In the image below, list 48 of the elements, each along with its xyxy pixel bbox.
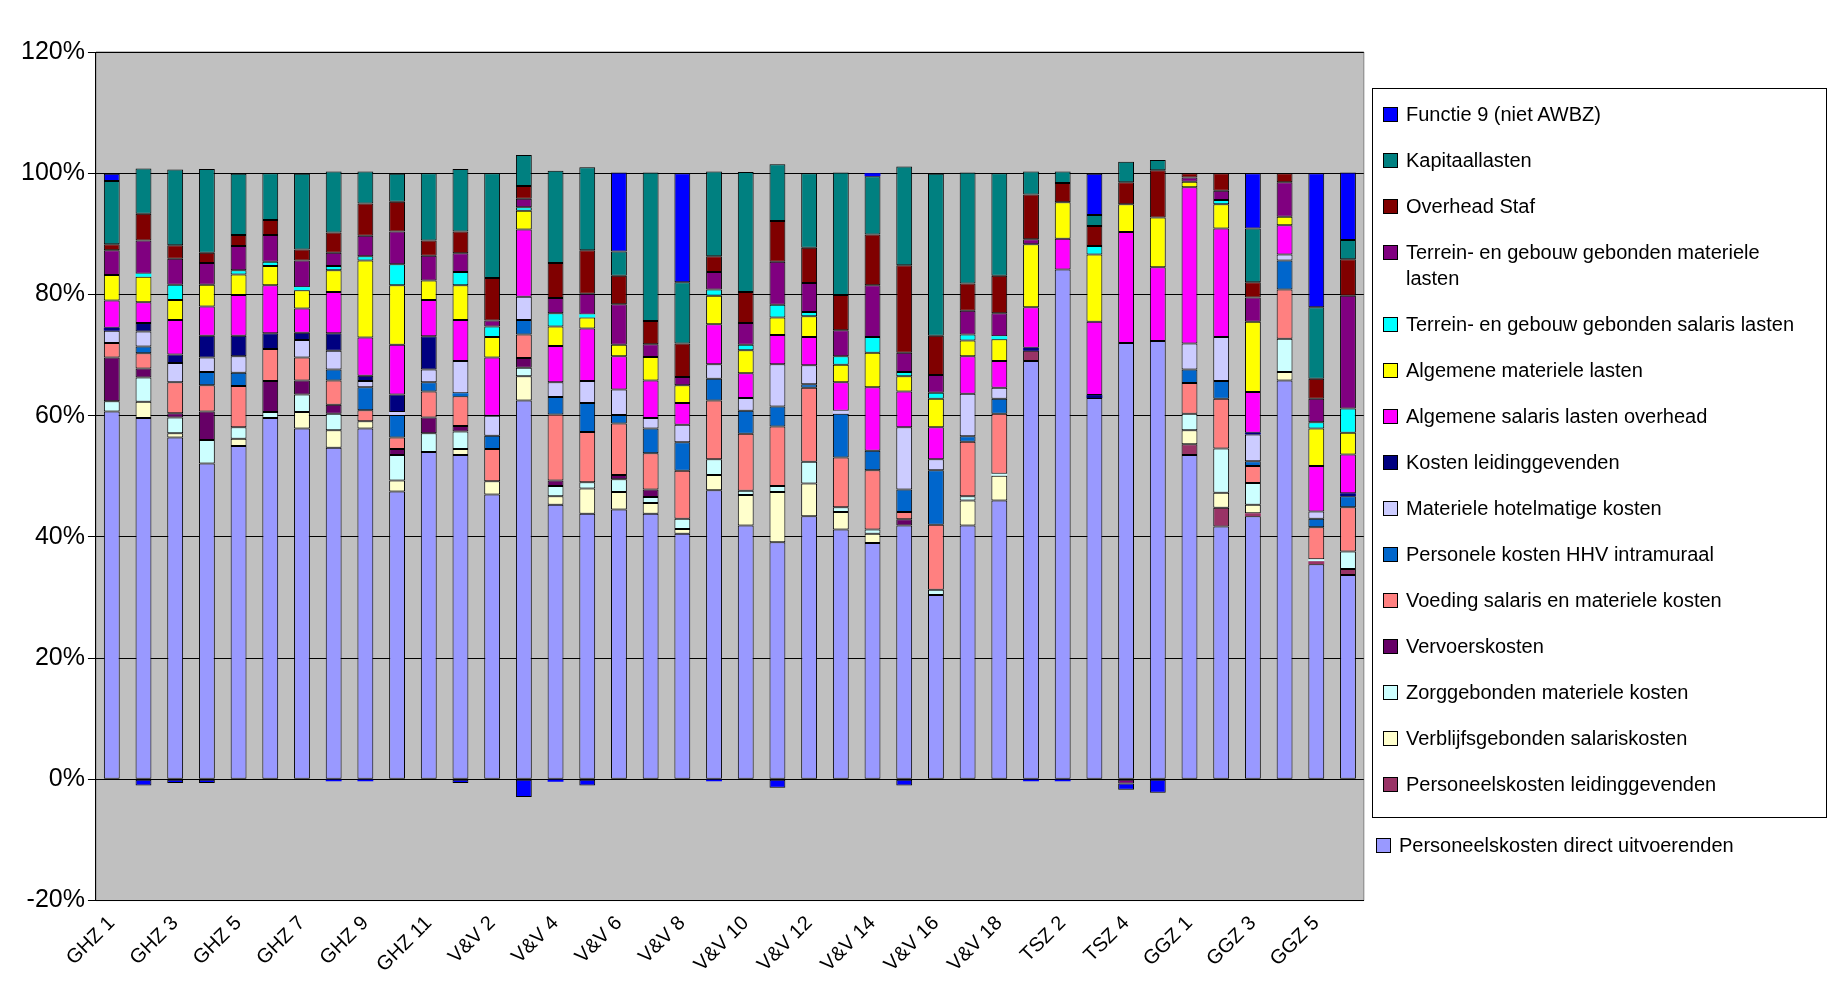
- y-tick-label: 40%: [34, 520, 85, 549]
- legend-label: Algemene salaris lasten overhead: [1406, 404, 1708, 429]
- bar: [832, 410, 849, 414]
- legend-label: Kapitaallasten: [1406, 148, 1532, 173]
- x-tick-label: TSZ 4: [1078, 911, 1133, 966]
- legend-label: Vervoerskosten: [1406, 634, 1544, 659]
- legend-label: Functie 9 (niet AWBZ): [1406, 102, 1601, 127]
- bar: [135, 273, 152, 277]
- y-tick-label: 60%: [34, 399, 85, 428]
- legend-label: Terrein- en gebouw gebonden salaris lasten: [1406, 312, 1795, 337]
- x-tick-label: V&V 10: [688, 911, 753, 975]
- legend-label: Overhead Staf: [1406, 194, 1535, 219]
- legend-label: Materiele hotelmatige kosten: [1406, 496, 1662, 521]
- bar: [1023, 347, 1039, 351]
- x-tick-label: V&V 6: [570, 911, 626, 967]
- legend-label: Personeelskosten leidinggevenden: [1406, 772, 1717, 797]
- bar: [1340, 493, 1356, 497]
- x-tick-label: V&V 8: [633, 911, 690, 967]
- y-tick-label: -20%: [26, 884, 85, 913]
- legend-label: Algemene materiele lasten: [1406, 358, 1643, 383]
- bar: [864, 173, 881, 177]
- legend-label: Verblijfsgebonden salariskosten: [1406, 726, 1688, 751]
- legend-label: Personele kosten HHV intramuraal: [1406, 542, 1714, 567]
- x-tick-label: V&V 16: [879, 911, 943, 975]
- y-tick-label: 120%: [20, 35, 85, 64]
- bar: [579, 314, 596, 318]
- bar: [294, 287, 310, 291]
- bar: [1244, 513, 1261, 517]
- legend-label: Voeding salaris en materiele kosten: [1406, 588, 1722, 613]
- x-tick-label: V&V 14: [815, 911, 880, 975]
- bar: [389, 412, 405, 416]
- x-tick-label: V&V 2: [443, 911, 499, 967]
- y-tick-label: 0%: [48, 763, 85, 792]
- bar: [103, 327, 120, 331]
- legend-label: Terrein- en gebouw gebonden materiele lasten: [1406, 240, 1761, 291]
- legend-label: Zorggebonden materiele kosten: [1406, 680, 1689, 705]
- x-tick-label: V&V 18: [942, 911, 1007, 975]
- legend-label: Kosten leidinggevenden: [1406, 450, 1620, 475]
- y-tick-label: 80%: [34, 278, 85, 307]
- bar: [991, 336, 1008, 340]
- x-tick-label: TSZ 2: [1015, 911, 1070, 966]
- bar: [1086, 395, 1103, 399]
- x-tick-label: V&V 12: [752, 911, 816, 975]
- x-tick-label: V&V 4: [506, 911, 563, 967]
- y-tick-label: 20%: [34, 642, 85, 671]
- y-tick-label: 100%: [20, 157, 85, 186]
- legend-label: Personeelskosten direct uitvoerenden: [1399, 833, 1734, 858]
- bar: [452, 393, 469, 397]
